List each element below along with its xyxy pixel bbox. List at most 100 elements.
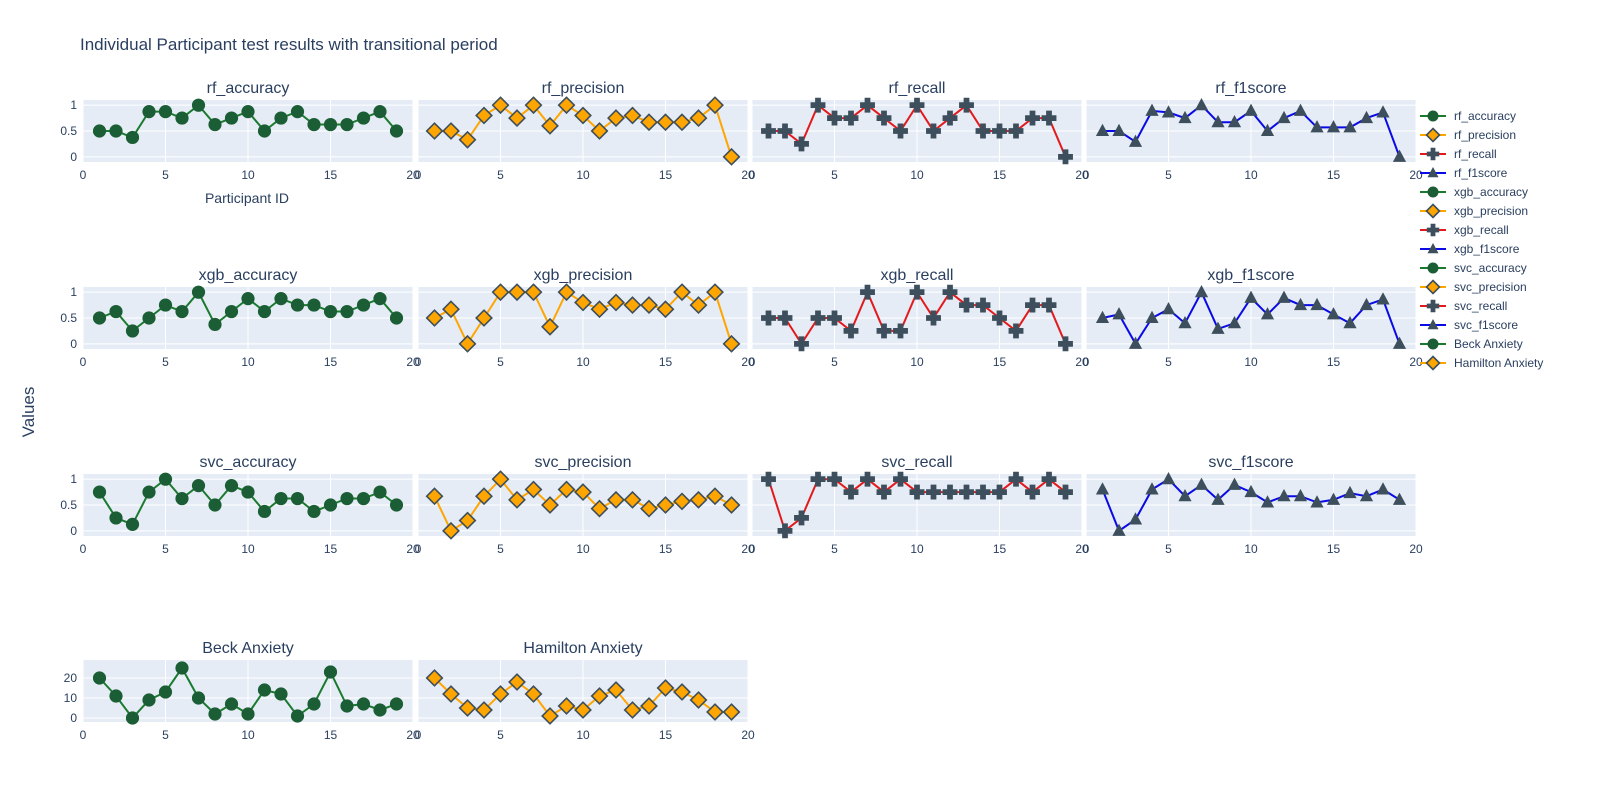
data-point[interactable]: [425, 487, 444, 506]
data-point[interactable]: [541, 707, 559, 725]
data-point[interactable]: [673, 113, 691, 132]
data-point[interactable]: [794, 336, 809, 352]
data-point[interactable]: [876, 110, 892, 126]
data-point[interactable]: [142, 485, 156, 499]
data-point[interactable]: [541, 496, 559, 514]
data-point[interactable]: [1178, 489, 1192, 502]
data-point[interactable]: [1293, 103, 1308, 116]
data-point[interactable]: [175, 111, 189, 125]
data-point[interactable]: [1326, 120, 1341, 133]
data-point[interactable]: [777, 523, 793, 539]
data-point[interactable]: [224, 304, 239, 319]
data-point[interactable]: [860, 471, 875, 487]
data-point[interactable]: [290, 298, 305, 312]
data-point[interactable]: [208, 117, 222, 132]
data-point[interactable]: [574, 293, 592, 312]
data-point[interactable]: [640, 113, 658, 132]
data-point[interactable]: [1178, 110, 1192, 124]
data-point[interactable]: [876, 484, 892, 500]
legend-item-rf-accuracy[interactable]: rf_accuracy: [1420, 109, 1516, 123]
data-point[interactable]: [458, 699, 477, 717]
data-point[interactable]: [1376, 292, 1390, 305]
data-point[interactable]: [926, 123, 941, 139]
data-point[interactable]: [425, 669, 444, 687]
legend-item-xgb-recall[interactable]: xgb_recall: [1420, 223, 1509, 237]
data-point[interactable]: [1008, 123, 1024, 139]
data-point[interactable]: [942, 284, 958, 300]
data-point[interactable]: [1310, 297, 1324, 311]
data-point[interactable]: [926, 484, 941, 500]
data-point[interactable]: [827, 310, 842, 326]
data-point[interactable]: [1227, 115, 1242, 128]
data-point[interactable]: [843, 484, 859, 500]
data-point[interactable]: [623, 106, 642, 125]
data-point[interactable]: [373, 703, 387, 717]
data-point[interactable]: [706, 487, 724, 506]
data-point[interactable]: [175, 304, 189, 319]
legend-item-beck-anxiety[interactable]: Beck Anxiety: [1420, 337, 1523, 351]
data-point[interactable]: [1161, 302, 1176, 315]
data-point[interactable]: [142, 311, 156, 325]
data-point[interactable]: [1211, 115, 1225, 128]
data-point[interactable]: [1277, 290, 1291, 303]
data-point[interactable]: [158, 298, 173, 312]
data-point[interactable]: [992, 310, 1007, 326]
data-point[interactable]: [975, 297, 991, 313]
data-point[interactable]: [827, 110, 842, 126]
data-point[interactable]: [1376, 105, 1390, 118]
data-point[interactable]: [442, 122, 460, 140]
data-point[interactable]: [590, 122, 609, 140]
data-point[interactable]: [1343, 315, 1357, 329]
data-point[interactable]: [794, 136, 809, 152]
data-point[interactable]: [389, 498, 404, 512]
data-point[interactable]: [607, 681, 625, 699]
data-point[interactable]: [458, 130, 477, 149]
data-point[interactable]: [109, 689, 123, 703]
data-point[interactable]: [975, 484, 991, 500]
data-point[interactable]: [722, 496, 741, 514]
data-point[interactable]: [1041, 471, 1057, 487]
data-point[interactable]: [1310, 495, 1324, 508]
data-point[interactable]: [491, 470, 510, 489]
data-point[interactable]: [92, 671, 107, 685]
data-point[interactable]: [673, 492, 691, 511]
data-point[interactable]: [810, 471, 826, 487]
data-point[interactable]: [1161, 471, 1176, 485]
data-point[interactable]: [810, 97, 826, 113]
data-point[interactable]: [274, 491, 288, 506]
data-point[interactable]: [959, 97, 974, 113]
data-point[interactable]: [389, 697, 404, 711]
data-point[interactable]: [356, 111, 371, 125]
data-point[interactable]: [607, 109, 625, 128]
data-point[interactable]: [274, 292, 288, 306]
data-point[interactable]: [475, 487, 493, 506]
data-point[interactable]: [1293, 297, 1308, 311]
data-point[interactable]: [1025, 297, 1040, 313]
data-point[interactable]: [241, 292, 255, 306]
data-point[interactable]: [909, 484, 925, 500]
data-point[interactable]: [761, 471, 776, 487]
data-point[interactable]: [142, 105, 156, 119]
data-point[interactable]: [508, 673, 526, 691]
data-point[interactable]: [1227, 477, 1242, 490]
data-point[interactable]: [307, 117, 321, 132]
data-point[interactable]: [307, 697, 321, 711]
data-point[interactable]: [208, 707, 222, 721]
data-point[interactable]: [1008, 471, 1024, 487]
data-point[interactable]: [590, 499, 609, 518]
data-point[interactable]: [1041, 297, 1057, 313]
data-point[interactable]: [1343, 120, 1357, 133]
data-point[interactable]: [1058, 149, 1073, 165]
data-point[interactable]: [290, 709, 305, 723]
data-point[interactable]: [1095, 482, 1110, 495]
data-point[interactable]: [241, 105, 255, 119]
data-point[interactable]: [109, 304, 123, 319]
data-point[interactable]: [1095, 123, 1110, 137]
data-point[interactable]: [590, 300, 609, 319]
data-point[interactable]: [541, 317, 559, 336]
data-point[interactable]: [860, 97, 875, 113]
data-point[interactable]: [508, 109, 526, 128]
data-point[interactable]: [373, 485, 387, 499]
legend-item-rf-precision[interactable]: rf_precision: [1420, 127, 1516, 143]
data-point[interactable]: [524, 480, 543, 499]
